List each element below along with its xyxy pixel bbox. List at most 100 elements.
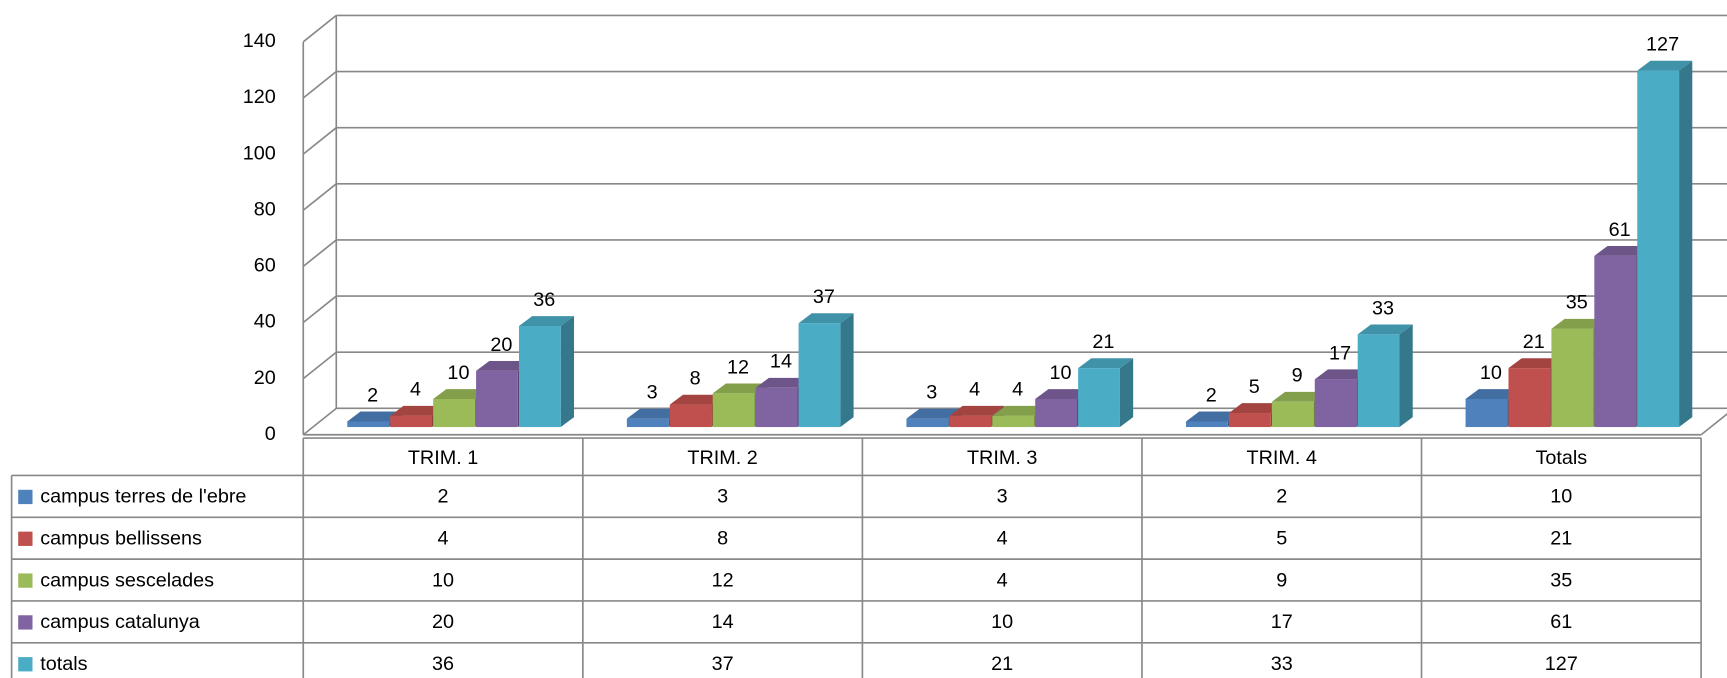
bar-top (1594, 245, 1650, 256)
grid-line-side (302, 295, 337, 324)
bar (669, 404, 712, 428)
grid-line-side (302, 239, 337, 268)
data-label: 3 (647, 382, 658, 404)
table-cell: 4 (438, 528, 449, 550)
data-label: 5 (1249, 376, 1260, 398)
table-cell: 10 (432, 569, 454, 591)
data-label: 9 (1292, 365, 1303, 387)
y-tick-label: 60 (254, 255, 276, 277)
legend-label: totals (40, 653, 87, 675)
bar (992, 415, 1035, 428)
bar-top (755, 377, 811, 388)
bar-top (1078, 358, 1134, 369)
grid-line-side (302, 407, 337, 436)
bar (1035, 398, 1078, 428)
bar (1637, 70, 1680, 428)
bar-top (476, 361, 532, 371)
bar (1078, 368, 1120, 428)
bar (518, 326, 561, 428)
bar-top (1035, 389, 1091, 399)
bar (1594, 255, 1637, 428)
bar (1508, 368, 1551, 428)
bar (1314, 379, 1357, 428)
table-cell: 3 (997, 486, 1008, 508)
bar (906, 418, 949, 428)
data-label: 20 (490, 334, 512, 356)
data-label: 17 (1329, 342, 1351, 364)
bar (626, 418, 669, 428)
table-cell: 8 (717, 528, 728, 550)
floor-right (1700, 412, 1727, 436)
table-cell: 127 (1545, 653, 1578, 675)
table-cell: 33 (1271, 653, 1293, 675)
bar-side (1679, 60, 1693, 428)
table-cell: 4 (997, 569, 1008, 591)
table-cell: 10 (991, 611, 1013, 633)
bar (347, 421, 390, 428)
data-label: 10 (1050, 362, 1072, 384)
bar (390, 415, 433, 428)
bar-top (1271, 391, 1327, 402)
bar (1228, 413, 1271, 428)
x-tick-label: TRIM. 2 (687, 447, 757, 469)
y-tick-label: 80 (254, 198, 276, 220)
x-tick-label: TRIM. 1 (408, 447, 478, 469)
table-cell: 3 (717, 486, 728, 508)
bar-top (712, 383, 768, 394)
legend-label: campus sescelades (40, 569, 214, 591)
table-cell: 10 (1550, 486, 1572, 508)
bar-top (1228, 403, 1284, 414)
bar-top (1551, 318, 1607, 329)
bar-top (433, 389, 489, 399)
y-tick-label: 100 (243, 142, 276, 164)
bar-top (1185, 411, 1242, 422)
y-tick-label: 0 (265, 423, 276, 445)
bar-top (626, 408, 682, 419)
legend-swatch (18, 615, 33, 630)
table-cell: 17 (1271, 611, 1293, 633)
x-tick-label: TRIM. 3 (967, 447, 1037, 469)
y-tick-label: 120 (243, 86, 276, 108)
grid-line-side (302, 14, 337, 43)
data-label: 12 (727, 356, 749, 378)
data-label: 4 (969, 379, 980, 401)
data-label: 21 (1092, 331, 1114, 353)
table-cell: 21 (991, 653, 1013, 675)
data-label: 10 (1480, 362, 1502, 384)
bar (1465, 398, 1508, 428)
bar (755, 387, 798, 428)
bar (1271, 401, 1314, 428)
legend-label: campus bellissens (40, 528, 202, 550)
bar (1551, 328, 1594, 428)
bar (476, 370, 518, 428)
x-tick-label: TRIM. 4 (1247, 447, 1317, 469)
data-label: 14 (770, 351, 792, 373)
bar (712, 393, 755, 428)
grid-line-side (302, 70, 337, 99)
legend-label: campus terres de l'ebre (40, 486, 246, 508)
bar-top (798, 313, 854, 324)
x-tick-label: Totals (1535, 447, 1587, 469)
table-cell: 14 (712, 611, 734, 633)
data-label: 33 (1372, 297, 1394, 319)
bar-side (1399, 324, 1413, 428)
data-label: 127 (1646, 34, 1679, 56)
data-label: 61 (1609, 219, 1631, 241)
table-cell: 61 (1550, 611, 1572, 633)
bar-top (390, 405, 446, 416)
legend-swatch (18, 531, 33, 546)
data-label: 4 (410, 379, 421, 401)
table-cell: 2 (438, 486, 449, 508)
table-cell: 21 (1550, 528, 1572, 550)
bar-side (560, 316, 575, 428)
table-cell: 2 (1276, 486, 1287, 508)
grid-line-side (302, 127, 337, 155)
bar-top (1465, 389, 1521, 399)
bar-top (1314, 369, 1370, 380)
bar (1357, 334, 1400, 428)
table-cell: 37 (712, 653, 734, 675)
bar-top (1508, 358, 1564, 369)
y-tick-label: 20 (254, 367, 276, 389)
data-label: 2 (367, 384, 378, 406)
